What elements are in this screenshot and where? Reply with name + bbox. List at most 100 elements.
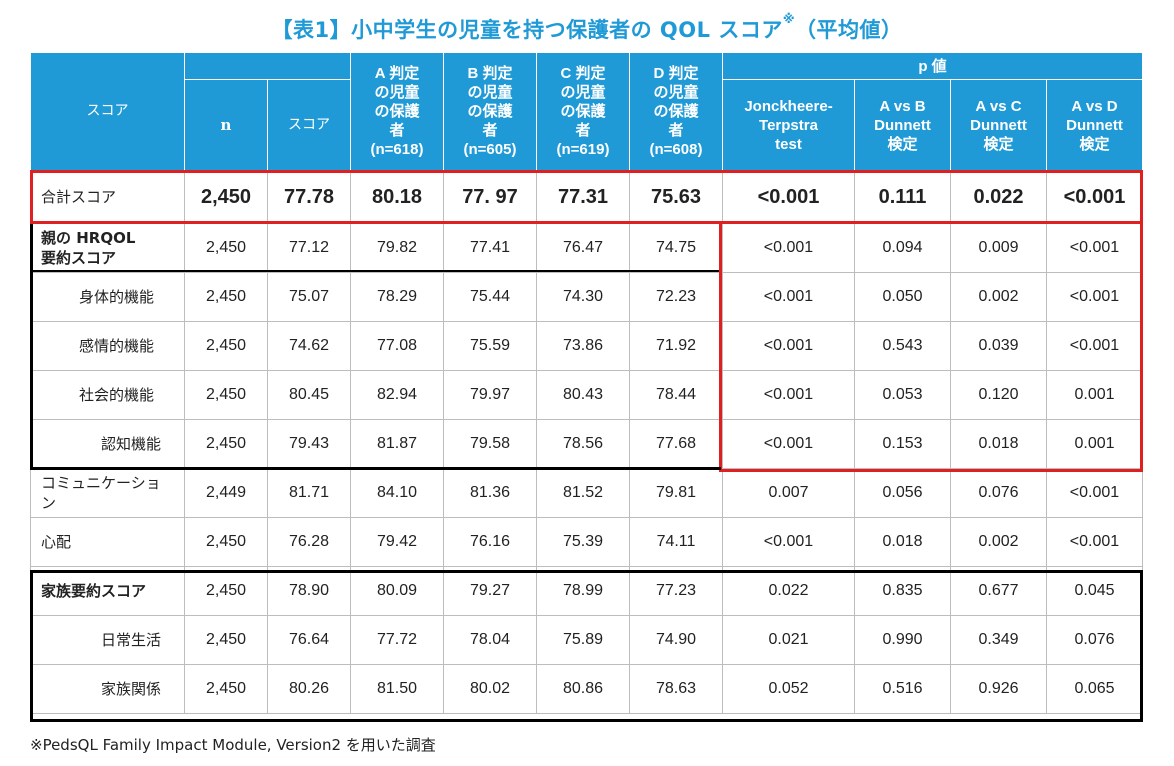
table-cell: 77.23 (629, 566, 723, 616)
header-group-d: D 判定 の児童 の保護者 (n=608) (629, 52, 723, 171)
table-cell: 77.08 (350, 321, 444, 371)
table-cell: 76.16 (443, 517, 537, 567)
table-row-family-summary: 家族要約スコア 2,450 78.90 80.09 79.27 78.99 77.23 0.0… (30, 566, 1143, 616)
table-cell: 2,450 (184, 272, 268, 322)
table-cell: 0.002 (950, 517, 1047, 567)
table-cell: 75.44 (443, 272, 537, 322)
header-n: n (184, 79, 268, 171)
table-row-parent-hrqol-summary: 親の HRQOL 要約スコア 2,450 77.12 79.82 77.41 76.47 74… (30, 223, 1143, 273)
table-cell: 0.835 (854, 566, 951, 616)
row-label: 家族要約スコア (30, 566, 185, 616)
table-cell: 81.36 (443, 468, 537, 518)
table-cell: 82.94 (350, 370, 444, 420)
table-cell: 2,450 (184, 419, 268, 469)
table-cell: 0.002 (950, 272, 1047, 322)
header-group-a: A 判定 の児童 の保護者 (n=618) (350, 52, 444, 171)
table-cell: 75.89 (536, 615, 630, 665)
table-cell: 76.28 (267, 517, 351, 567)
table-cell: 77.78 (267, 170, 351, 224)
table-cell: 78.90 (267, 566, 351, 616)
table-cell: 0.021 (722, 615, 855, 665)
table-cell: 78.63 (629, 664, 723, 714)
table-title: 【表1】小中学生の児童を持つ保護者の QOL スコア※（平均値） (271, 12, 903, 42)
header-group-c: C 判定 の児童 の保護者 (n=619) (536, 52, 630, 171)
table-cell: 78.56 (536, 419, 630, 469)
table-cell: <0.001 (1046, 468, 1143, 518)
row-label: 感情的機能 (30, 321, 185, 371)
header-test-ab: A vs B Dunnett 検定 (854, 79, 951, 171)
table-cell: 71.92 (629, 321, 723, 371)
table-cell: 0.076 (950, 468, 1047, 518)
table-cell: 0.065 (1046, 664, 1143, 714)
table-row-emotional-function: 感情的機能 2,450 74.62 77.08 75.59 73.86 71.92 <0.00… (30, 321, 1143, 371)
table-cell: 2,450 (184, 170, 268, 224)
table-cell: <0.001 (1046, 170, 1143, 224)
row-label: 心配 (30, 517, 185, 567)
table-cell: 0.001 (1046, 419, 1143, 469)
table-row-cognitive-function: 認知機能 2,450 79.43 81.87 79.58 78.56 77.68 <0.001… (30, 419, 1143, 469)
table-cell: 81.50 (350, 664, 444, 714)
table-cell: 74.30 (536, 272, 630, 322)
header-group-b: B 判定 の児童 の保護者 (n=605) (443, 52, 537, 171)
table-cell: 75.07 (267, 272, 351, 322)
table-cell: 0.007 (722, 468, 855, 518)
header-test-jt: Jonckheere- Terpstra test (722, 79, 855, 171)
table-cell: 79.42 (350, 517, 444, 567)
row-label: コミュニケーション (30, 468, 185, 518)
table-cell: 80.43 (536, 370, 630, 420)
table-cell: 0.009 (950, 223, 1047, 273)
table-cell: 78.29 (350, 272, 444, 322)
table-row-daily-activities: 日常生活 2,450 76.64 77.72 78.04 75.89 74.90 0.021 0… (30, 615, 1143, 665)
table-cell: 79.27 (443, 566, 537, 616)
table-cell: 0.516 (854, 664, 951, 714)
table-cell: 77. 97 (443, 170, 537, 224)
table-cell: 2,450 (184, 223, 268, 273)
table-cell: 75.59 (443, 321, 537, 371)
row-label: 認知機能 (30, 419, 185, 469)
table-cell: 0.990 (854, 615, 951, 665)
table-cell: 81.87 (350, 419, 444, 469)
table-cell: 0.056 (854, 468, 951, 518)
table-cell: 76.64 (267, 615, 351, 665)
table-cell: 80.09 (350, 566, 444, 616)
table-cell: 0.045 (1046, 566, 1143, 616)
table-cell: 0.153 (854, 419, 951, 469)
table-cell: 75.63 (629, 170, 723, 224)
title-footnote-mark: ※ (782, 12, 795, 26)
table-cell: 2,450 (184, 370, 268, 420)
table-row-social-function: 社会的機能 2,450 80.45 82.94 79.97 80.43 78.44 <0.00… (30, 370, 1143, 420)
table-cell: 81.71 (267, 468, 351, 518)
table-row-physical-function: 身体的機能 2,450 75.07 78.29 75.44 74.30 72.23 <0.00… (30, 272, 1143, 322)
table-cell: 78.04 (443, 615, 537, 665)
table-cell: 74.75 (629, 223, 723, 273)
table-cell: 0.052 (722, 664, 855, 714)
header-test-ad: A vs D Dunnett 検定 (1046, 79, 1143, 171)
table-cell: <0.001 (722, 272, 855, 322)
table-cell: 0.677 (950, 566, 1047, 616)
table-cell: <0.001 (722, 419, 855, 469)
table-cell: <0.001 (722, 223, 855, 273)
table-cell: 0.018 (854, 517, 951, 567)
table-cell: 0.926 (950, 664, 1047, 714)
header-score-col: スコア (267, 79, 351, 171)
table-cell: 0.050 (854, 272, 951, 322)
header-test-ac: A vs C Dunnett 検定 (950, 79, 1047, 171)
table-cell: 76.47 (536, 223, 630, 273)
table-cell: 0.039 (950, 321, 1047, 371)
qol-score-table: スコア A 判定 の児童 の保護者 (n=618) B 判定 の児童 の保護者 (n=605… (30, 52, 1143, 714)
table-cell: 0.076 (1046, 615, 1143, 665)
row-label: 身体的機能 (30, 272, 185, 322)
table-cell: 80.02 (443, 664, 537, 714)
table-cell: 80.86 (536, 664, 630, 714)
table-cell: 72.23 (629, 272, 723, 322)
table-cell: 0.053 (854, 370, 951, 420)
table-row-total-score: 合計スコア 2,450 77.78 80.18 77. 97 77.31 75.63 <0.0… (30, 170, 1143, 224)
table-cell: 80.26 (267, 664, 351, 714)
row-label: 合計スコア (30, 170, 185, 224)
table-cell: <0.001 (1046, 517, 1143, 567)
table-cell: 0.022 (950, 170, 1047, 224)
row-label: 日常生活 (30, 615, 185, 665)
header-row-1: スコア A 判定 の児童 の保護者 (n=618) B 判定 の児童 の保護者 (n=605… (30, 52, 1143, 171)
header-blank (184, 52, 351, 80)
table-cell: 80.18 (350, 170, 444, 224)
